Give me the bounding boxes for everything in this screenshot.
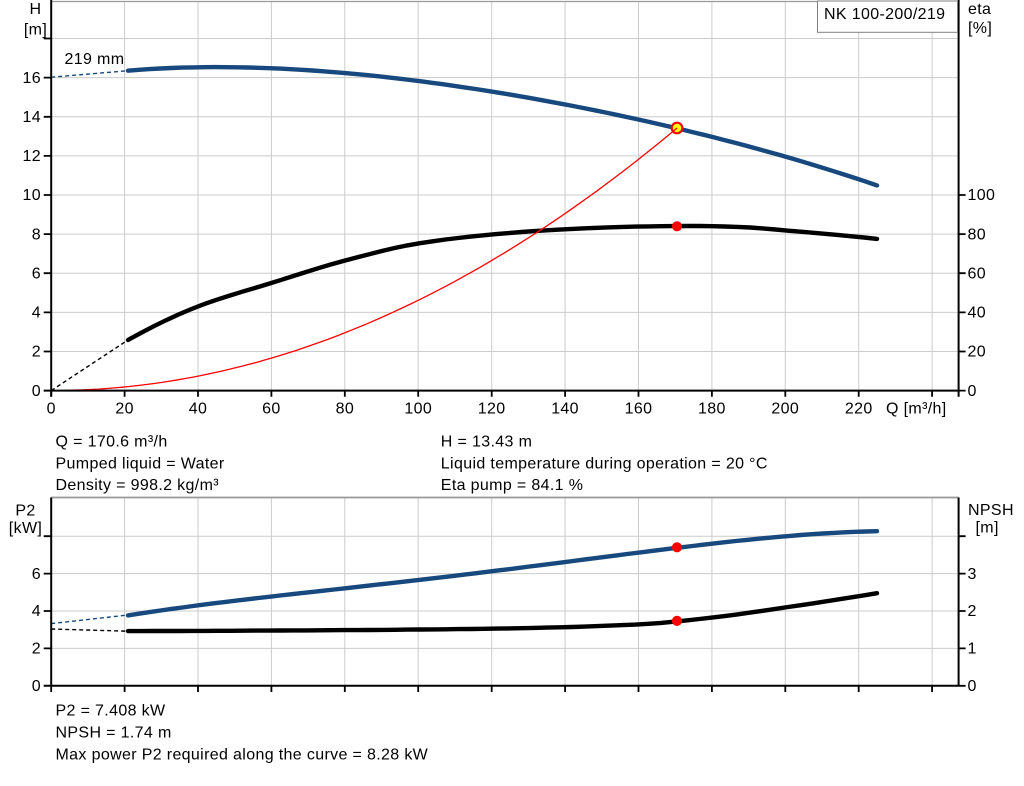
svg-text:3: 3 [968,566,977,583]
svg-text:2: 2 [968,603,977,620]
svg-text:eta: eta [968,1,991,18]
svg-text:H = 13.43 m: H = 13.43 m [441,434,532,451]
svg-text:200: 200 [771,401,799,418]
svg-text:NK 100-200/219: NK 100-200/219 [824,6,945,23]
svg-text:10: 10 [23,187,42,204]
svg-text:Density = 998.2 kg/m³: Density = 998.2 kg/m³ [56,477,220,494]
svg-text:Eta pump = 84.1 %: Eta pump = 84.1 % [441,477,583,494]
svg-text:120: 120 [478,401,506,418]
svg-text:20: 20 [968,344,987,361]
svg-text:0: 0 [47,401,56,418]
svg-text:H: H [30,1,42,18]
svg-text:6: 6 [32,566,41,583]
svg-text:16: 16 [23,70,42,87]
svg-text:0: 0 [32,383,41,400]
svg-text:4: 4 [32,305,41,322]
svg-text:Q [m³/h]: Q [m³/h] [886,401,947,418]
svg-text:60: 60 [262,401,281,418]
svg-text:[%]: [%] [968,20,992,37]
svg-text:80: 80 [968,226,987,243]
svg-text:P2 = 7.408 kW: P2 = 7.408 kW [56,703,166,720]
svg-text:0: 0 [968,678,977,695]
svg-text:100: 100 [404,401,432,418]
svg-text:6: 6 [32,265,41,282]
svg-text:[m]: [m] [976,520,999,537]
svg-text:P2: P2 [15,503,35,520]
svg-text:80: 80 [336,401,355,418]
svg-text:1: 1 [968,641,977,658]
svg-text:40: 40 [968,305,987,322]
svg-text:2: 2 [32,641,41,658]
svg-text:0: 0 [968,383,977,400]
svg-text:8: 8 [32,226,41,243]
svg-text:20: 20 [115,401,134,418]
svg-text:Q = 170.6 m³/h: Q = 170.6 m³/h [56,434,168,451]
svg-text:219 mm: 219 mm [65,51,125,68]
svg-text:100: 100 [968,187,996,204]
svg-text:NPSH: NPSH [968,502,1014,519]
svg-text:Pumped liquid = Water: Pumped liquid = Water [56,455,225,472]
svg-text:60: 60 [968,265,987,282]
svg-text:14: 14 [23,109,42,126]
svg-text:12: 12 [23,148,42,165]
svg-text:160: 160 [625,401,653,418]
svg-text:[kW]: [kW] [9,520,42,537]
svg-text:0: 0 [32,678,41,695]
svg-text:2: 2 [32,344,41,361]
svg-text:220: 220 [845,401,873,418]
svg-text:180: 180 [698,401,726,418]
svg-text:[m]: [m] [24,22,47,39]
svg-text:140: 140 [551,401,579,418]
svg-text:4: 4 [32,603,41,620]
svg-text:Liquid temperature during oper: Liquid temperature during operation = 20… [441,455,768,472]
svg-text:NPSH = 1.74 m: NPSH = 1.74 m [56,725,172,742]
svg-text:40: 40 [189,401,208,418]
svg-text:Max power P2 required along th: Max power P2 required along the curve = … [56,746,429,763]
